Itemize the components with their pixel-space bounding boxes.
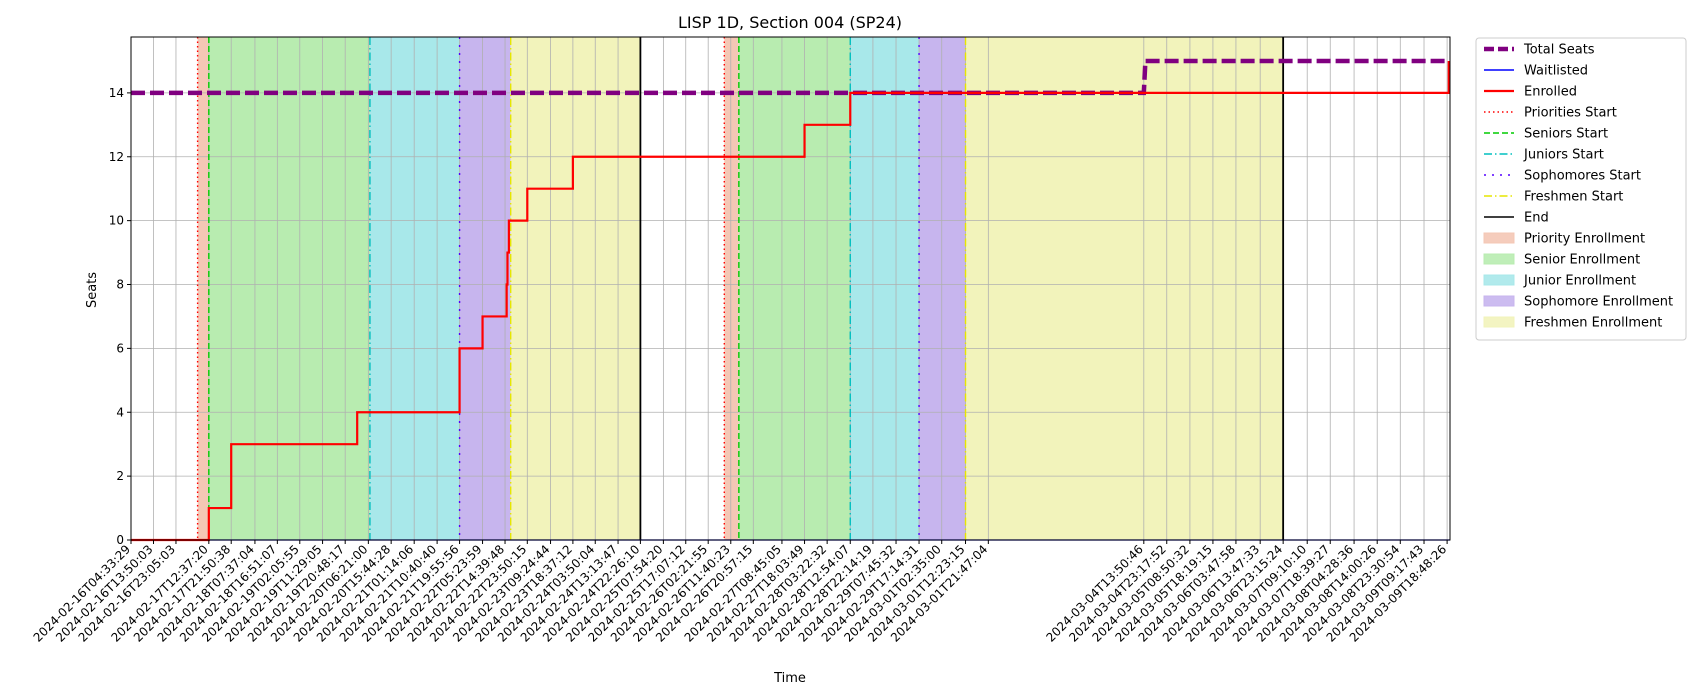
region-sophomore-enrollment <box>919 37 966 540</box>
legend-swatch-junior-enrollment <box>1483 274 1515 286</box>
legend-label-freshmen-enrollment: Freshmen Enrollment <box>1524 316 1662 331</box>
region-priority-enrollment <box>197 37 209 540</box>
series-total-seats <box>131 58 1450 96</box>
legend-label-junior-enrollment: Junior Enrollment <box>1523 274 1636 289</box>
legend-label-seniors-start: Seniors Start <box>1524 127 1608 142</box>
legend-label-juniors-start: Juniors Start <box>1523 148 1604 163</box>
legend-label-freshmen-start: Freshmen Start <box>1524 190 1623 205</box>
legend-swatch-freshmen-enrollment <box>1483 316 1515 328</box>
y-axis-label: Seats <box>85 272 100 308</box>
y-tick-label: 2 <box>116 469 124 483</box>
region-sophomore-enrollment <box>459 37 511 540</box>
x-axis-label: Time <box>773 671 806 686</box>
y-tick-label: 12 <box>109 150 124 164</box>
chart-title: LISP 1D, Section 004 (SP24) <box>678 13 902 32</box>
region-junior-enrollment <box>850 37 920 540</box>
region-senior-enrollment <box>208 37 370 540</box>
y-tick-label: 8 <box>116 278 124 292</box>
legend-label-sophomores-start: Sophomores Start <box>1524 169 1641 184</box>
region-freshmen-enrollment <box>965 37 1284 540</box>
y-tick-label: 10 <box>109 214 124 228</box>
legend-label-waitlisted: Waitlisted <box>1524 64 1588 79</box>
plot-area: 024681012142024-02-16T04:33:292024-02-16… <box>31 36 1451 645</box>
legend: Total Seats Waitlisted Enrolled Priorities … <box>1475 37 1687 341</box>
series-enrolled <box>131 60 1450 542</box>
legend-label-total-seats: Total Seats <box>1523 43 1595 58</box>
legend-box <box>1475 37 1687 341</box>
region-priority-enrollment <box>724 37 739 540</box>
region-senior-enrollment <box>738 37 851 540</box>
legend-swatch-priority-enrollment <box>1483 232 1515 244</box>
legend-label-sophomore-enrollment: Sophomore Enrollment <box>1524 295 1673 310</box>
y-tick-label: 0 <box>116 533 124 547</box>
region-freshmen-enrollment <box>510 37 641 540</box>
legend-label-senior-enrollment: Senior Enrollment <box>1524 253 1640 268</box>
y-tick-label: 4 <box>116 405 124 419</box>
y-tick-label: 6 <box>116 341 124 355</box>
y-tick-label: 14 <box>109 86 124 100</box>
region-junior-enrollment <box>369 37 460 540</box>
plot-frame <box>130 36 1451 541</box>
legend-swatch-sophomore-enrollment <box>1483 295 1515 307</box>
legend-swatch-senior-enrollment <box>1483 253 1515 265</box>
legend-label-end: End <box>1524 211 1549 226</box>
legend-label-enrolled: Enrolled <box>1524 85 1577 100</box>
legend-label-priority-enrollment: Priority Enrollment <box>1524 232 1645 247</box>
legend-label-priorities-start: Priorities Start <box>1524 106 1617 121</box>
